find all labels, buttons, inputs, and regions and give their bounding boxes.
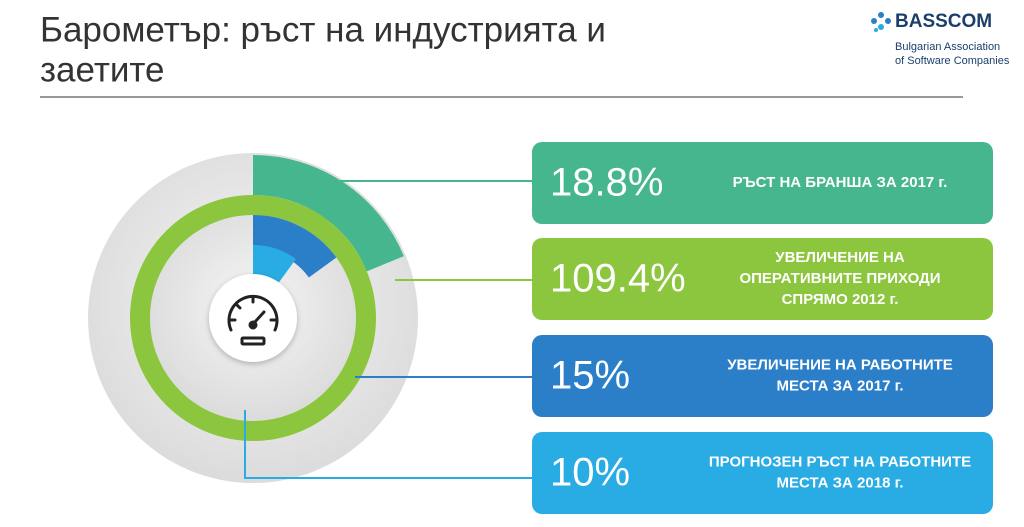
stat-description: РЪСТ НА БРАНША ЗА 2017 г.	[733, 174, 948, 191]
stat-box	[532, 335, 993, 417]
stat-box	[532, 432, 993, 514]
stat-description: УВЕЛИЧЕНИЕ НА	[775, 249, 905, 266]
logo: BASSCOM Bulgarian Association of Softwar…	[871, 11, 1010, 67]
stat-description: МЕСТА ЗА 2017 г.	[776, 377, 903, 394]
ring-arc	[90, 155, 416, 481]
stat-description: СПРЯМО 2012 г.	[782, 291, 899, 308]
ring-arc	[130, 195, 376, 441]
logo-subtitle: Bulgarian Association	[895, 41, 1000, 53]
connector	[244, 410, 532, 479]
stat-value: 15%	[550, 354, 630, 398]
stat-value: 18.8%	[550, 161, 663, 205]
stat-value: 109.4%	[550, 257, 686, 301]
gauge-icon	[227, 294, 279, 346]
stat-description: ПРОГНОЗЕН РЪСТ НА РАБОТНИТЕ	[709, 453, 971, 470]
ring-arc	[150, 215, 356, 421]
stat-box	[532, 142, 993, 224]
logo-name: BASSCOM	[895, 11, 992, 32]
title-line: заетите	[40, 50, 165, 89]
center-disk	[209, 274, 297, 362]
ring-arc	[180, 245, 326, 391]
stat-description: ОПЕРАТИВНИТЕ ПРИХОДИ	[739, 270, 940, 287]
stat-value: 10%	[550, 451, 630, 495]
title-line: Барометър: ръст на индустрията и	[40, 10, 606, 49]
stat-description: МЕСТА ЗА 2018 г.	[776, 474, 903, 491]
stat-box	[532, 238, 993, 320]
logo-subtitle: of Software Companies	[895, 55, 1010, 67]
stat-description: УВЕЛИЧЕНИЕ НА РАБОТНИТЕ	[727, 356, 953, 373]
